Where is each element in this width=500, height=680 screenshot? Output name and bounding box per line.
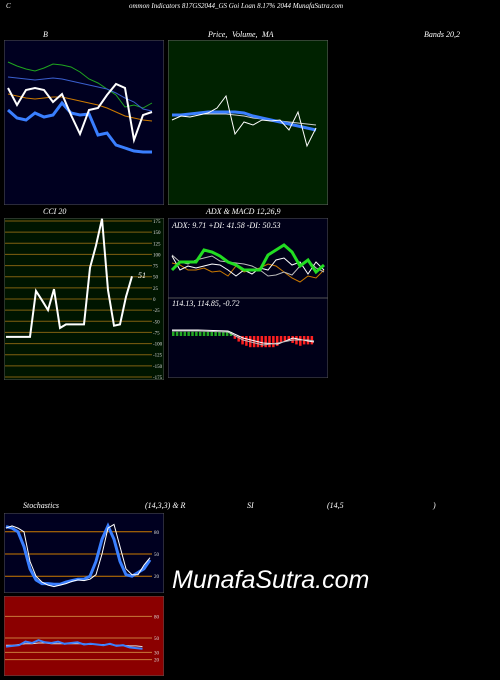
macd-bar <box>275 336 279 346</box>
stochastics-label: Stochastics <box>23 501 59 510</box>
bb-price-line <box>7 82 153 144</box>
stoch-params-label: (14,3,3) & R <box>145 501 186 510</box>
macd-bar <box>287 336 290 341</box>
cci-tick-label: 175 <box>153 220 161 225</box>
price-label-c: MA <box>262 30 274 39</box>
chart-title: ommon Indicators 817GS2044_GS Goi Loan 8… <box>129 2 344 10</box>
cci-panel: 175 150 125 100 75 50 25 0 -25 -50 -75 -100 -125 -150… <box>4 218 164 380</box>
macd-line <box>172 330 315 346</box>
macd-bar <box>183 331 187 336</box>
adx-macd-label: ADX & MACD 12,26,9 <box>206 207 281 216</box>
macd-bar <box>179 331 183 336</box>
cci-tick-label: 0 <box>153 298 156 303</box>
macd-bar <box>268 336 271 348</box>
cci-tick-label: 75 <box>153 265 159 270</box>
macd-bar <box>175 331 179 336</box>
macd-bar <box>225 331 229 336</box>
cci-tick-label: -25 <box>153 309 160 314</box>
price-line <box>171 94 317 148</box>
macd-bar <box>291 336 294 343</box>
adx-readout: ADX: 9.71 +DI: 41.58 -DI: 50.53 <box>171 221 281 230</box>
rsi-tick-label: 80 <box>154 615 160 620</box>
cci-tick-label: 125 <box>153 242 161 247</box>
macd-bar <box>202 331 206 336</box>
bollinger-panel <box>4 40 164 205</box>
rsi-params-label: (14,5 <box>327 501 344 510</box>
macd-bar <box>187 331 190 336</box>
cci-tick-label: -125 <box>153 354 163 359</box>
bb-lower-line <box>7 93 153 122</box>
macd-bar <box>198 331 202 336</box>
stoch-tick-label: 80 <box>154 531 160 536</box>
stochastics-panel: 80 50 20 <box>4 513 164 593</box>
macd-bar <box>260 336 264 348</box>
stoch-tick-label: 20 <box>154 575 160 580</box>
stoch-k-line <box>5 523 151 588</box>
rsi-close-label: ) <box>433 501 436 510</box>
bb-ma-line <box>7 100 152 154</box>
price-ma-panel <box>168 40 328 205</box>
adx-green-line <box>170 243 325 275</box>
cci-label: CCI 20 <box>43 207 67 216</box>
adx-panel: ADX: 9.71 +DI: 41.58 -DI: 50.53 <box>168 218 328 298</box>
si-label: SI <box>247 501 254 510</box>
macd-bar <box>210 331 213 336</box>
macd-bar <box>222 331 225 336</box>
stoch-d-line <box>5 522 152 586</box>
macd-bar <box>195 331 198 336</box>
cci-tick-label: -175 <box>153 376 163 380</box>
rsi-tick-label: 20 <box>154 659 160 664</box>
cci-line <box>6 218 133 338</box>
macd-bar <box>214 331 217 336</box>
bollinger-label: B <box>43 30 48 39</box>
macd-bar <box>279 336 283 343</box>
cci-tick-label: -150 <box>153 365 163 370</box>
rsi-tick-label: 50 <box>154 637 160 642</box>
macd-bar <box>172 331 175 336</box>
macd-panel: 114.13, 114.85, -0.72 <box>168 298 328 378</box>
watermark: MunafaSutra.com <box>172 566 370 594</box>
cci-tick-label: -75 <box>153 331 160 336</box>
macd-readout: 114.13, 114.85, -0.72 <box>172 299 239 308</box>
cci-tick-label: 100 <box>153 253 161 258</box>
macd-bar <box>299 336 302 346</box>
macd-bar <box>283 336 287 342</box>
header-left: C <box>6 2 11 10</box>
rsi-panel: 80 50 30 20 <box>4 596 164 676</box>
stoch-tick-label: 50 <box>154 553 160 558</box>
rsi-line <box>5 639 143 650</box>
macd-bar <box>272 336 275 348</box>
cci-tick-label: 50 <box>153 276 159 281</box>
price-label-a: Price, <box>208 30 228 39</box>
cci-tick-label: -100 <box>153 343 163 348</box>
bands-label: Bands 20,2 <box>424 30 460 39</box>
cci-tick-label: 25 <box>153 287 159 292</box>
macd-bar <box>237 336 240 342</box>
bb-middle-line <box>7 76 153 112</box>
macd-bar <box>264 336 267 348</box>
price-label-b: Volume, <box>232 30 258 39</box>
macd-bar <box>233 336 237 339</box>
macd-bar <box>218 331 221 336</box>
cci-tick-label: 150 <box>153 231 161 236</box>
macd-bar <box>252 336 256 348</box>
macd-bar <box>206 331 210 336</box>
rsi-tick-label: 30 <box>154 651 160 656</box>
cci-tick-label: -50 <box>153 320 160 325</box>
macd-bar <box>191 331 194 336</box>
cci-last-value: 51 <box>138 271 146 280</box>
